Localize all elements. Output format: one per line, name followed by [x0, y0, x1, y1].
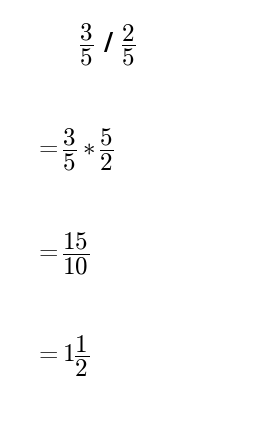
- Text: $= \dfrac{3}{5} * \dfrac{5}{2}$: $= \dfrac{3}{5} * \dfrac{5}{2}$: [34, 127, 114, 173]
- Text: $= 1\dfrac{1}{2}$: $= 1\dfrac{1}{2}$: [34, 334, 89, 379]
- Text: $= \dfrac{15}{10}$: $= \dfrac{15}{10}$: [34, 230, 89, 276]
- Text: $\dfrac{3}{5}$ / $\dfrac{2}{5}$: $\dfrac{3}{5}$ / $\dfrac{2}{5}$: [79, 21, 135, 68]
